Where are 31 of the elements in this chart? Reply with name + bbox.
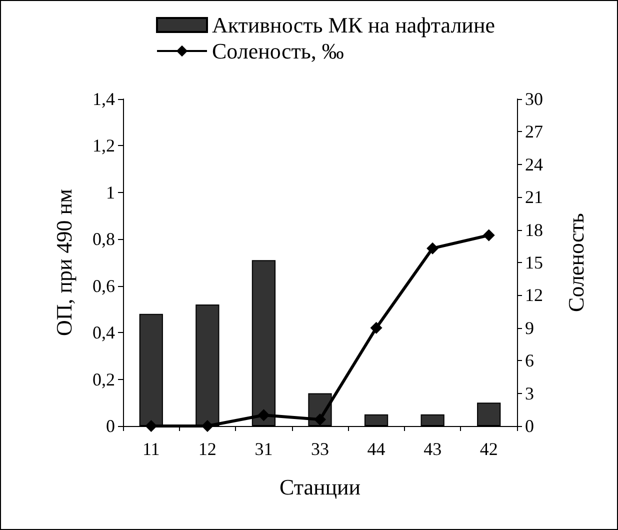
- y2-tick-label: 30: [525, 89, 543, 109]
- y-tick-label: 1,4: [92, 89, 115, 109]
- y2-tick-label: 24: [525, 154, 543, 174]
- y-tick-label: 0,6: [92, 276, 115, 296]
- x-tick-label: 44: [367, 439, 386, 459]
- x-tick-label: 11: [142, 439, 160, 459]
- y2-tick-label: 0: [525, 416, 534, 436]
- y-tick-label: 1,2: [92, 136, 115, 156]
- y2-tick-label: 15: [525, 252, 543, 272]
- y-tick-label: 0,4: [92, 322, 115, 343]
- y2-axis-title: Соленость: [564, 213, 588, 312]
- x-axis-title: Станции: [279, 474, 361, 500]
- y-axis-title: ОП, при 490 нм: [52, 188, 76, 336]
- x-tick-label: 33: [311, 439, 329, 459]
- legend-label: Соленость, ‰: [212, 38, 344, 64]
- y2-tick-label: 9: [525, 318, 534, 338]
- y-tick-label: 1: [106, 182, 115, 202]
- y2-tick-label: 27: [525, 122, 543, 142]
- x-tick-label: 12: [198, 439, 216, 459]
- x-tick-label: 31: [254, 439, 273, 459]
- y2-tick-label: 6: [525, 350, 534, 371]
- y-tick-label: 0,8: [92, 229, 115, 250]
- y2-tick-label: 3: [525, 383, 534, 404]
- y2-tick-label: 12: [525, 285, 543, 306]
- y2-tick-label: 21: [525, 187, 543, 208]
- y-tick-label: 0,2: [92, 369, 115, 390]
- y-tick-label: 0: [106, 416, 115, 436]
- x-tick-label: 42: [480, 439, 498, 459]
- x-tick-label: 43: [424, 439, 442, 459]
- legend-label: Активность МК на нафталине: [212, 12, 495, 38]
- y2-tick-label: 18: [525, 220, 543, 240]
